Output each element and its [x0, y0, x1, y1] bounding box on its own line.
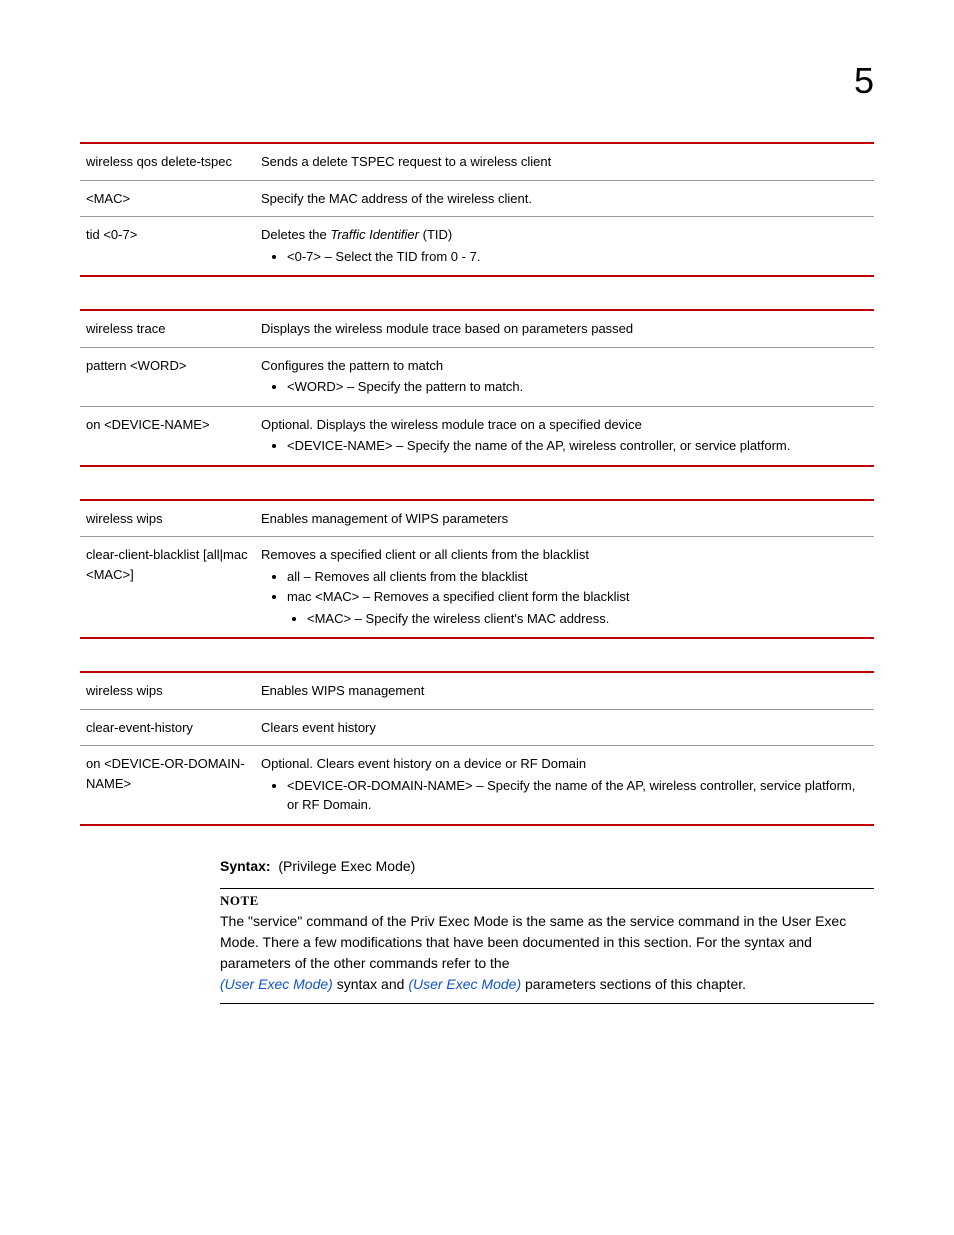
note-text: syntax and [333, 976, 409, 992]
bullet-item: <0-7> – Select the TID from 0 - 7. [287, 247, 868, 267]
note-link[interactable]: (User Exec Mode) [220, 976, 333, 992]
table-row: wireless trace Displays the wireless mod… [80, 310, 874, 347]
cmd-desc: Specify the MAC address of the wireless … [255, 180, 874, 217]
note-text: The "service" command of the Priv Exec M… [220, 913, 846, 971]
syntax-label: Syntax: [220, 858, 271, 874]
cmd-desc: Optional. Clears event history on a devi… [255, 746, 874, 825]
desc-italic: Traffic Identifier [330, 227, 419, 242]
table-row: wireless wips Enables management of WIPS… [80, 500, 874, 537]
bullet-item: all – Removes all clients from the black… [287, 567, 868, 587]
note-link[interactable]: (User Exec Mode) [408, 976, 521, 992]
desc-text: Configures the pattern to match [261, 358, 443, 373]
note-header: NOTE [220, 888, 874, 909]
cmd-desc: Removes a specified client or all client… [255, 537, 874, 639]
bullet-list: <WORD> – Specify the pattern to match. [261, 377, 868, 397]
cmd-desc: Sends a delete TSPEC request to a wirele… [255, 143, 874, 180]
cmd-desc: Enables WIPS management [255, 672, 874, 709]
table-row: wireless wips Enables WIPS management [80, 672, 874, 709]
note-text: parameters sections of this chapter. [521, 976, 746, 992]
cmd-desc: Clears event history [255, 709, 874, 746]
cmd-name: pattern <WORD> [80, 347, 255, 406]
bullet-item: mac <MAC> – Removes a specified client f… [287, 587, 868, 607]
desc-text: Removes a specified client or all client… [261, 547, 589, 562]
desc-text: Deletes the [261, 227, 330, 242]
cmd-name: clear-client-blacklist [all|mac <MAC>] [80, 537, 255, 639]
table-row: clear-event-history Clears event history [80, 709, 874, 746]
syntax-block: Syntax: (Privilege Exec Mode) NOTE The "… [220, 858, 874, 1004]
note-body: The "service" command of the Priv Exec M… [220, 911, 874, 1004]
cmd-desc: Optional. Displays the wireless module t… [255, 406, 874, 466]
syntax-text: (Privilege Exec Mode) [278, 858, 415, 874]
bullet-item: <DEVICE-NAME> – Specify the name of the … [287, 436, 868, 456]
cmd-desc: Enables management of WIPS parameters [255, 500, 874, 537]
cmd-name: on <DEVICE-NAME> [80, 406, 255, 466]
bullet-list: <DEVICE-OR-DOMAIN-NAME> – Specify the na… [261, 776, 868, 815]
table-wireless-wips-event: wireless wips Enables WIPS management cl… [80, 671, 874, 826]
cmd-name: tid <0-7> [80, 217, 255, 277]
cmd-name: wireless trace [80, 310, 255, 347]
table-row: on <DEVICE-NAME> Optional. Displays the … [80, 406, 874, 466]
table-wireless-qos: wireless qos delete-tspec Sends a delete… [80, 142, 874, 277]
table-row: on <DEVICE-OR-DOMAIN-NAME> Optional. Cle… [80, 746, 874, 825]
desc-text: Optional. Displays the wireless module t… [261, 417, 642, 432]
table-wireless-trace: wireless trace Displays the wireless mod… [80, 309, 874, 467]
cmd-name: wireless qos delete-tspec [80, 143, 255, 180]
desc-text: Optional. Clears event history on a devi… [261, 756, 586, 771]
cmd-desc: Deletes the Traffic Identifier (TID) <0-… [255, 217, 874, 277]
cmd-name: <MAC> [80, 180, 255, 217]
bullet-list: all – Removes all clients from the black… [261, 567, 868, 607]
bullet-item: <WORD> – Specify the pattern to match. [287, 377, 868, 397]
table-row: tid <0-7> Deletes the Traffic Identifier… [80, 217, 874, 277]
cmd-name: on <DEVICE-OR-DOMAIN-NAME> [80, 746, 255, 825]
nested-bullet-list: <MAC> – Specify the wireless client's MA… [261, 609, 868, 629]
table-wireless-wips-blacklist: wireless wips Enables management of WIPS… [80, 499, 874, 640]
desc-text: (TID) [419, 227, 452, 242]
cmd-desc: Configures the pattern to match <WORD> –… [255, 347, 874, 406]
cmd-desc: Displays the wireless module trace based… [255, 310, 874, 347]
table-row: wireless qos delete-tspec Sends a delete… [80, 143, 874, 180]
bullet-item: <MAC> – Specify the wireless client's MA… [307, 609, 868, 629]
table-row: clear-client-blacklist [all|mac <MAC>] R… [80, 537, 874, 639]
bullet-item: <DEVICE-OR-DOMAIN-NAME> – Specify the na… [287, 776, 868, 815]
table-row: pattern <WORD> Configures the pattern to… [80, 347, 874, 406]
page-number: 5 [80, 60, 874, 102]
cmd-name: wireless wips [80, 500, 255, 537]
syntax-line: Syntax: (Privilege Exec Mode) [220, 858, 874, 874]
cmd-name: clear-event-history [80, 709, 255, 746]
bullet-list: <0-7> – Select the TID from 0 - 7. [261, 247, 868, 267]
bullet-list: <DEVICE-NAME> – Specify the name of the … [261, 436, 868, 456]
table-row: <MAC> Specify the MAC address of the wir… [80, 180, 874, 217]
cmd-name: wireless wips [80, 672, 255, 709]
